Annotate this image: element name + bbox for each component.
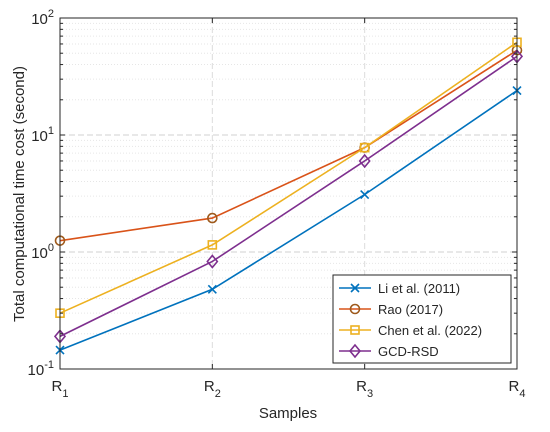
series-line bbox=[59, 49, 518, 242]
x-tick-label: R4 bbox=[509, 378, 526, 400]
marker-diamond bbox=[348, 343, 362, 359]
marker-square bbox=[207, 240, 218, 250]
marker-square bbox=[359, 142, 370, 153]
marker-x bbox=[350, 283, 360, 293]
x-tick-label: R3 bbox=[356, 378, 373, 400]
legend-entry: Chen et al. (2022) bbox=[339, 323, 482, 338]
legend-entry: GCD-RSD bbox=[339, 343, 439, 359]
series-line bbox=[59, 55, 518, 338]
axes-box bbox=[59, 17, 518, 370]
marker-square bbox=[350, 325, 360, 335]
marker-diamond bbox=[358, 153, 371, 169]
y-tick-label: 100 bbox=[31, 242, 54, 262]
series-group bbox=[53, 37, 524, 355]
marker-circle bbox=[349, 303, 361, 315]
y-tick-label: 102 bbox=[31, 8, 54, 28]
legend-label: Li et al. (2011) bbox=[378, 281, 460, 296]
legend-label: Chen et al. (2022) bbox=[378, 323, 482, 338]
legend-label: Rao (2017) bbox=[378, 302, 443, 317]
legend-label: GCD-RSD bbox=[378, 344, 439, 359]
ticks: 10-1 100 101 102 R1 R2 R3 R4 bbox=[28, 8, 526, 400]
marker-x bbox=[207, 284, 217, 294]
y-tick-label: 10-1 bbox=[28, 359, 54, 379]
series-line bbox=[59, 41, 518, 314]
grid bbox=[60, 18, 517, 369]
y-tick-label: 101 bbox=[31, 125, 54, 145]
legend-box bbox=[332, 274, 512, 364]
marker-x bbox=[360, 189, 370, 200]
marker-circle bbox=[207, 212, 218, 224]
series-line bbox=[59, 89, 518, 351]
legend: Li et al. (2011) Rao (2017) Chen et al. (2… bbox=[332, 274, 512, 364]
x-axis-label: Samples bbox=[259, 405, 317, 422]
x-tick-label: R2 bbox=[204, 378, 221, 400]
legend-entry: Rao (2017) bbox=[339, 302, 443, 317]
marker-diamond bbox=[206, 254, 219, 269]
x-tick-label: R1 bbox=[52, 378, 69, 400]
legend-entry: Li et al. (2011) bbox=[339, 281, 460, 296]
y-axis-label: Total computational time cost (second) bbox=[11, 66, 28, 322]
